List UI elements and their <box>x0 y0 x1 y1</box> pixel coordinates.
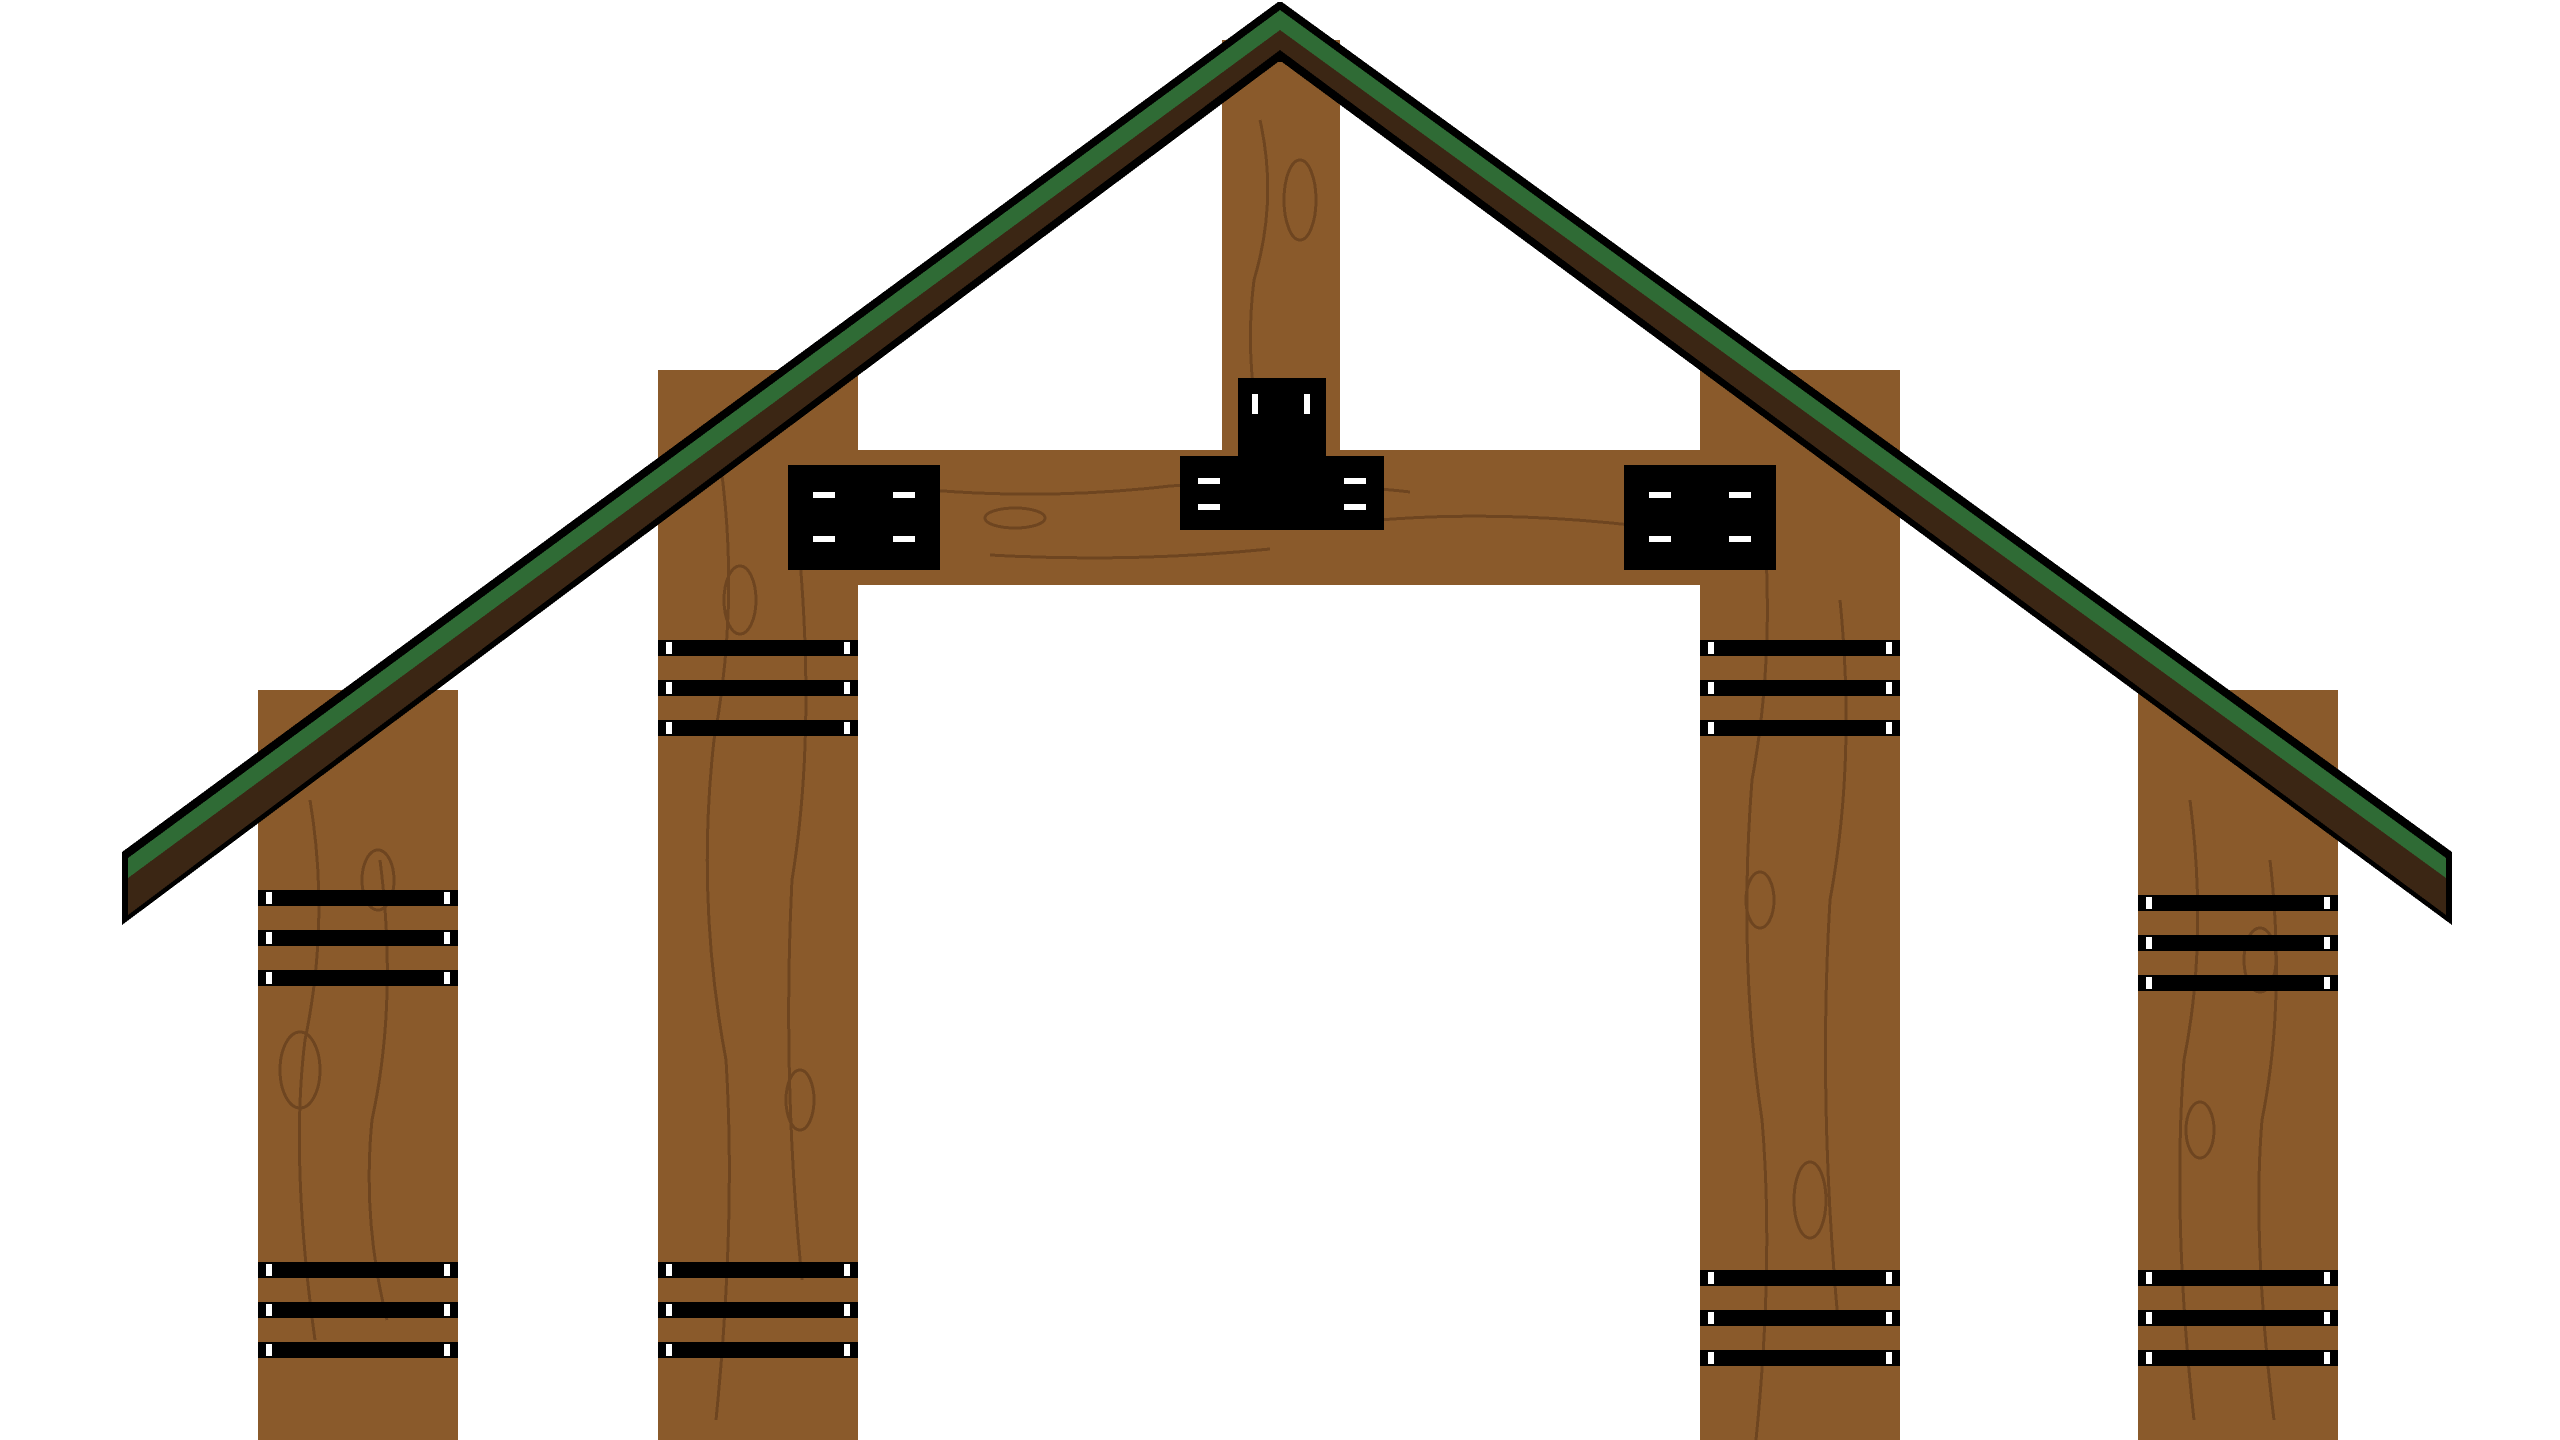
band-rivet <box>266 1264 272 1276</box>
band-rivet <box>266 932 272 944</box>
band-rivet <box>266 1344 272 1356</box>
iron-band <box>258 970 458 986</box>
iron-band-group-upper <box>658 640 858 736</box>
band-rivet <box>666 722 672 734</box>
iron-band-group-lower <box>1700 1270 1900 1366</box>
iron-band <box>258 890 458 906</box>
iron-band <box>2138 975 2338 991</box>
band-rivet <box>444 932 450 944</box>
band-rivet <box>2324 937 2330 949</box>
band-rivet <box>2146 1272 2152 1284</box>
band-rivet <box>844 1344 850 1356</box>
iron-band <box>2138 1350 2338 1366</box>
iron-band-group-lower <box>658 1262 858 1358</box>
iron-band <box>1700 1310 1900 1326</box>
band-rivet <box>2324 1352 2330 1364</box>
bracket-left <box>788 465 940 570</box>
band-rivet <box>2146 937 2152 949</box>
band-rivet <box>444 1264 450 1276</box>
band-rivet <box>1886 1352 1892 1364</box>
band-rivet <box>666 682 672 694</box>
band-rivet <box>1708 1312 1714 1324</box>
iron-band <box>2138 895 2338 911</box>
iron-band-group-upper <box>258 890 458 986</box>
band-rivet <box>1886 1272 1892 1284</box>
band-rivet <box>2146 897 2152 909</box>
band-rivet <box>844 722 850 734</box>
band-rivet <box>1708 1352 1714 1364</box>
iron-band-group-lower <box>2138 1270 2338 1366</box>
band-rivet <box>2324 1312 2330 1324</box>
bracket-bolt <box>1649 492 1671 498</box>
iron-band <box>658 720 858 736</box>
bracket-bolt <box>813 536 835 542</box>
iron-band <box>1700 1350 1900 1366</box>
band-rivet <box>2324 1272 2330 1284</box>
band-rivet <box>2146 1352 2152 1364</box>
band-rivet <box>666 1344 672 1356</box>
band-rivet <box>1886 722 1892 734</box>
bracket-bolt <box>1649 536 1671 542</box>
band-rivet <box>1886 1312 1892 1324</box>
iron-band <box>2138 1310 2338 1326</box>
bracket-bolt <box>1729 492 1751 498</box>
iron-band <box>258 1342 458 1358</box>
band-rivet <box>844 682 850 694</box>
iron-band-group-upper <box>2138 895 2338 991</box>
band-rivet <box>666 642 672 654</box>
bracket-bolt <box>1729 536 1751 542</box>
band-rivet <box>266 1304 272 1316</box>
band-rivet <box>2324 977 2330 989</box>
iron-band <box>658 1302 858 1318</box>
iron-band <box>258 930 458 946</box>
bracket-bolt <box>893 536 915 542</box>
iron-band-group-lower <box>258 1262 458 1358</box>
band-rivet <box>2146 1312 2152 1324</box>
iron-band <box>1700 1270 1900 1286</box>
band-rivet <box>444 892 450 904</box>
bracket-center <box>1180 378 1384 530</box>
bracket-right <box>1624 465 1776 570</box>
band-rivet <box>1886 682 1892 694</box>
iron-band-group-upper <box>1700 640 1900 736</box>
iron-band <box>258 1262 458 1278</box>
iron-band <box>658 680 858 696</box>
band-rivet <box>266 892 272 904</box>
bracket-bolt <box>813 492 835 498</box>
iron-band <box>2138 935 2338 951</box>
band-rivet <box>1708 1272 1714 1284</box>
bracket-bolt <box>893 492 915 498</box>
iron-band <box>658 1342 858 1358</box>
band-rivet <box>844 1304 850 1316</box>
band-rivet <box>666 1304 672 1316</box>
iron-band <box>258 1302 458 1318</box>
band-rivet <box>844 642 850 654</box>
band-rivet <box>844 1264 850 1276</box>
band-rivet <box>1886 642 1892 654</box>
band-rivet <box>666 1264 672 1276</box>
post-inner-left <box>658 370 858 1440</box>
iron-band <box>658 640 858 656</box>
band-rivet <box>1708 682 1714 694</box>
band-rivet <box>444 1344 450 1356</box>
band-rivet <box>266 972 272 984</box>
band-rivet <box>2324 897 2330 909</box>
band-rivet <box>1708 722 1714 734</box>
iron-band <box>2138 1270 2338 1286</box>
iron-band <box>1700 720 1900 736</box>
band-rivet <box>444 972 450 984</box>
band-rivet <box>2146 977 2152 989</box>
iron-band <box>658 1262 858 1278</box>
post-outer-left <box>258 690 458 1440</box>
iron-band <box>1700 680 1900 696</box>
band-rivet <box>444 1304 450 1316</box>
iron-band <box>1700 640 1900 656</box>
band-rivet <box>1708 642 1714 654</box>
